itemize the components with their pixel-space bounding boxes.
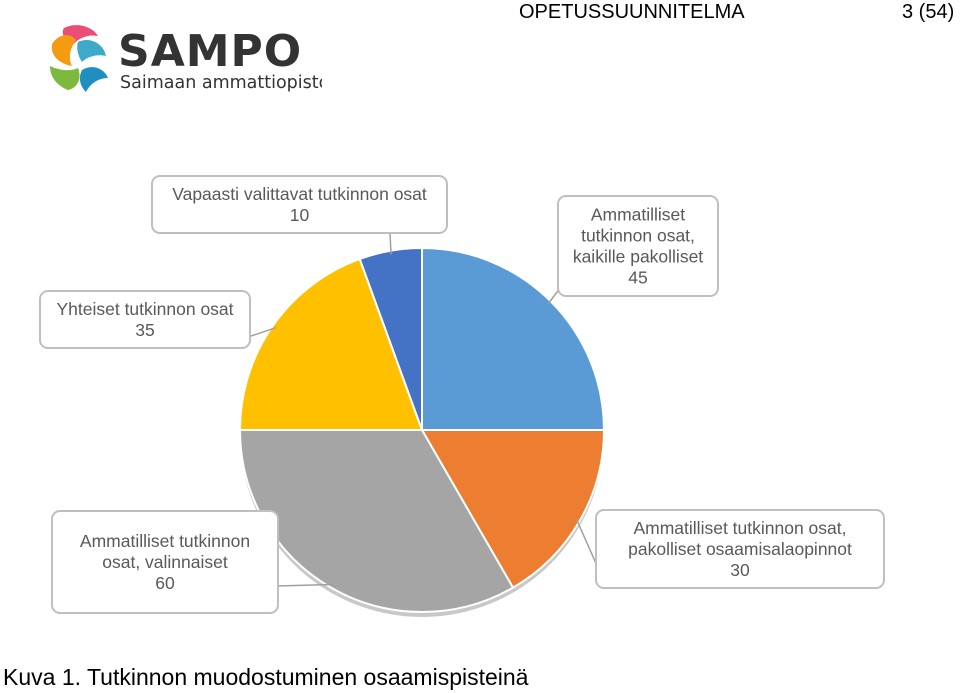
callout-box [39,290,251,349]
logo-mark-icon [50,25,108,92]
figure-caption: Kuva 1. Tutkinnon muodostuminen osaamisp… [3,664,529,690]
callout-label: Ammatilliset tutkinnon [80,531,250,551]
logo-subtitle: Saimaan ammattiopisto [120,73,322,93]
callout-value: 10 [290,205,310,225]
callout-label: tutkinnon osat, [581,226,695,246]
callout-label: pakolliset osaamisalaopinnot [628,539,852,559]
callout-label: Ammatilliset tutkinnon osat, [633,518,846,538]
callout-value: 60 [155,573,175,593]
callout-label: kaikille pakolliset [573,247,703,267]
callout-box [557,195,719,297]
sampo-logo: SAMPO Saimaan ammattiopisto [50,25,322,93]
callout-label: Yhteiset tutkinnon osat [56,299,233,319]
pie-chart: Ammatilliset tutkinnon osat, kaikille pako… [0,108,960,653]
callout-box [595,509,885,589]
pie-slice-4 [238,257,424,431]
callout-label: Vapaasti valittavat tutkinnon osat [172,184,427,204]
callout-value: 45 [628,268,647,288]
callout-leader-2 [575,518,599,569]
callout-label: Ammatilliset [591,205,685,225]
logo-name: SAMPO [118,26,302,77]
callout-value: 35 [135,320,154,340]
callout-label: osat, valinnaiset [102,552,228,572]
callout-box [51,510,279,614]
data-callout-2: Ammatilliset tutkinnon osat,pakolliset o… [595,509,885,589]
page-number: 3 (54) [902,1,955,23]
callout-box [151,175,448,234]
callout-leader-5 [389,232,392,255]
callout-leader-3 [275,583,333,587]
pie-slice-2 [420,429,606,589]
header-title: OPETUSSUUNNITELMA [519,1,745,23]
pie-slice-3 [238,429,515,613]
callout-value: 30 [730,560,750,580]
